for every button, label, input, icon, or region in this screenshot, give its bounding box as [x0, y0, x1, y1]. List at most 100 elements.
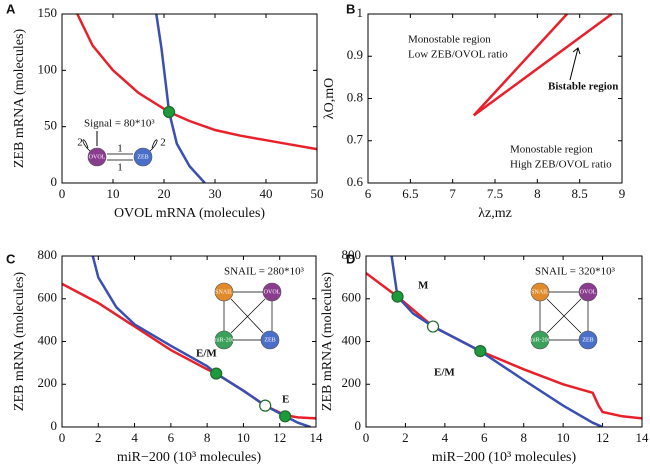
- annotation: Monostable region: [408, 34, 491, 46]
- y-axis-label: ZEB mRNA (molecules): [12, 272, 27, 412]
- x-tick-label: 8: [204, 430, 211, 445]
- x-tick-label: 9: [619, 186, 626, 201]
- x-tick-label: 2: [402, 430, 409, 445]
- x-axis-label: miR−200 (10³ molecules): [432, 450, 577, 465]
- x-tick-label: 0: [363, 430, 370, 445]
- network-edges: [539, 291, 589, 341]
- x-tick-label: 4: [131, 430, 138, 445]
- y-tick-label: 200: [38, 375, 58, 390]
- annotation: Low ZEB/OVOL ratio: [408, 49, 508, 61]
- curve: [473, 14, 613, 117]
- axes-frame: [61, 13, 318, 184]
- x-tick-label: 6: [168, 430, 175, 445]
- annotation: SNAIL = 320*10³: [535, 266, 616, 278]
- y-axis-label: ZEB mRNA (molecules): [320, 272, 335, 412]
- annotation: E/M: [196, 348, 217, 360]
- stable-point: [474, 345, 487, 358]
- node-label: OVOL: [89, 154, 106, 160]
- node-label: ZEB: [582, 337, 593, 343]
- axes-frame: [365, 255, 643, 428]
- y-tick-label: 0.8: [347, 89, 363, 104]
- y-tick-label: 600: [38, 290, 58, 305]
- y-tick-label: 1: [357, 5, 364, 20]
- x-tick-label: 8: [534, 186, 541, 201]
- x-tick-label: 40: [260, 186, 273, 201]
- node-label: OVOL: [580, 289, 597, 295]
- y-tick-label: 400: [38, 332, 58, 347]
- curve: [62, 282, 316, 420]
- axes-frame: [61, 255, 317, 428]
- x-tick-label: 14: [636, 430, 650, 445]
- y-tick-label: 150: [38, 5, 58, 20]
- annotation: Signal = 80*10³: [84, 118, 155, 130]
- axes-frame: [367, 13, 623, 184]
- curve: [472, 14, 568, 117]
- y-tick-label: 400: [342, 332, 362, 347]
- y-tick-label: 200: [342, 375, 362, 390]
- edge-label: 1: [117, 143, 123, 155]
- annotation: M: [418, 280, 429, 292]
- curve: [155, 14, 206, 183]
- x-tick-label: 6.5: [402, 186, 418, 201]
- x-tick-label: 12: [596, 430, 609, 445]
- x-tick-label: 6: [481, 430, 488, 445]
- panel-label: A: [6, 1, 16, 16]
- panel: A 0 10 20 30 40 50 0 50 100 150 OVOL mRNA (molecule…: [6, 1, 324, 221]
- node-label: miR-200: [529, 337, 550, 343]
- x-axis-label: OVOL mRNA (molecules): [114, 206, 265, 221]
- edge-label: 2: [160, 137, 166, 149]
- curve: [366, 272, 642, 420]
- annotation: E/M: [434, 367, 455, 379]
- edge-label: 1: [117, 162, 123, 174]
- network-node: [133, 147, 153, 167]
- y-tick-label: 600: [342, 290, 362, 305]
- x-tick-label: 4: [442, 430, 449, 445]
- x-tick-label: 7: [449, 186, 456, 201]
- x-axis-label: λz,mz: [478, 206, 512, 221]
- x-tick-label: 14: [310, 430, 324, 445]
- annotation: Bistable region: [548, 81, 618, 93]
- panel: C 0 2 4 6 8 10 12 14 0 200 400 600 800 miR−200 (10³ mo…: [6, 247, 323, 465]
- y-tick-label: 0: [355, 418, 362, 433]
- panel-label: D: [346, 251, 355, 266]
- x-tick-label: 10: [107, 186, 120, 201]
- y-axis-label: λO,mO: [322, 78, 337, 119]
- annotation: High ZEB/OVOL ratio: [510, 159, 612, 171]
- annotation: SNAIL = 280*10³: [224, 266, 305, 278]
- x-tick-label: 20: [158, 186, 171, 201]
- stable-point: [210, 367, 223, 380]
- annotation: Monostable region: [510, 144, 593, 156]
- x-tick-label: 10: [557, 430, 570, 445]
- arrow-edges: [82, 139, 158, 161]
- panel-label: C: [6, 251, 16, 266]
- x-axis-label: miR−200 (10³ molecules): [117, 450, 262, 465]
- y-tick-label: 0: [51, 174, 58, 189]
- y-axis-label: ZEB mRNA (molecules): [12, 29, 27, 169]
- y-tick-label: 0.7: [347, 132, 364, 147]
- x-tick-label: 2: [95, 430, 102, 445]
- arrow: [569, 47, 581, 81]
- panel: D 0 2 4 6 8 10 12 14 0 200 400 600 800 miR−200 (10³ mo…: [320, 247, 649, 465]
- network-edges: [223, 291, 273, 341]
- node-label: ZEB: [137, 154, 148, 160]
- stable-point: [279, 410, 292, 423]
- unstable-point: [259, 399, 272, 412]
- x-tick-label: 12: [273, 430, 286, 445]
- unstable-point: [426, 320, 440, 333]
- node-label: ZEB: [264, 337, 275, 343]
- x-tick-label: 0: [59, 430, 66, 445]
- node-label: OVOL: [264, 289, 281, 295]
- y-tick-label: 0.6: [347, 174, 364, 189]
- y-tick-label: 0.9: [347, 47, 363, 62]
- annotation: E: [282, 394, 289, 406]
- y-tick-label: 800: [342, 247, 362, 262]
- x-tick-label: 6: [365, 186, 372, 201]
- x-tick-label: 0: [59, 186, 66, 201]
- x-tick-label: 50: [311, 186, 324, 201]
- stable-point: [163, 105, 176, 119]
- panel: B 6 6.5 7 7.5 8 8.5 9 0.6 0.7 0.8 0.9 1 λz,mz λO,mO Mon…: [322, 1, 625, 221]
- x-tick-label: 10: [237, 430, 250, 445]
- x-tick-label: 8: [520, 430, 527, 445]
- y-tick-label: 50: [44, 118, 57, 133]
- curve: [76, 14, 317, 151]
